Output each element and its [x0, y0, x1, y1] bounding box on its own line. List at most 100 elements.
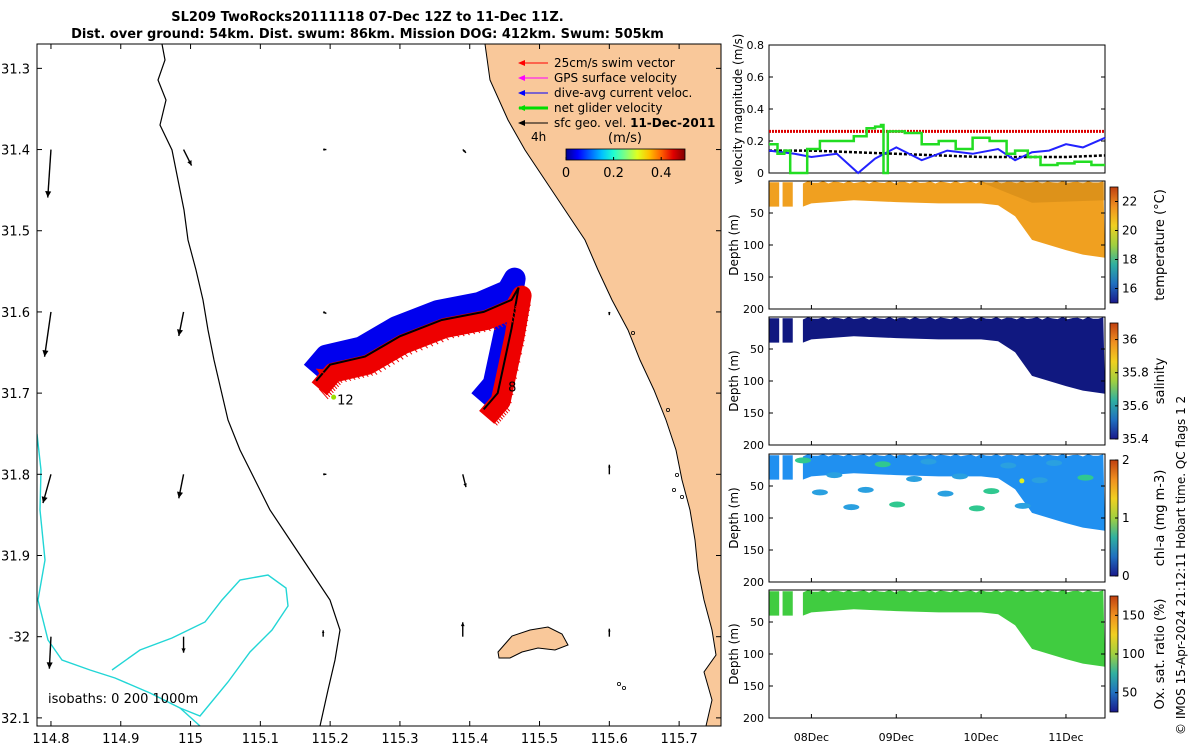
reef-dot — [680, 494, 685, 499]
swim-vector — [509, 360, 519, 371]
x-tick-label: 115.3 — [381, 732, 418, 747]
geo-vector-head — [181, 648, 186, 653]
section-data-cast — [769, 591, 780, 616]
island-shape — [497, 626, 569, 659]
swim-vector — [517, 315, 528, 327]
section-data-cast — [782, 318, 793, 343]
section-data-cast — [769, 182, 780, 207]
velocity-series-current — [768, 136, 1106, 175]
swim-vector — [515, 330, 525, 342]
velocity-y-tick-label: 0.8 — [747, 39, 765, 52]
swim-vector — [520, 296, 531, 308]
swim-vector — [337, 371, 347, 383]
section-y-tick-label: 150 — [743, 544, 764, 557]
figure-title-line1: SL209 TwoRocks20111118 07-Dec 12Z to 11-… — [171, 10, 564, 25]
swim-vector — [519, 298, 530, 309]
geo-vector-head — [608, 312, 611, 316]
swim-vector — [439, 329, 449, 341]
land-area — [484, 44, 721, 726]
swim-vector — [350, 368, 360, 379]
swim-vector — [514, 307, 524, 319]
swim-vector — [332, 372, 343, 384]
swim-vector — [503, 384, 514, 396]
chla-patch — [857, 486, 874, 493]
chla-patch — [1077, 474, 1094, 481]
y-tick-label: 31.8 — [1, 468, 30, 483]
swim-vector — [398, 346, 408, 358]
legend-label: net glider velocity — [554, 101, 662, 115]
swim-vector — [505, 376, 516, 388]
swim-vector — [325, 380, 336, 392]
swim-vector — [500, 400, 511, 412]
section-y-tick-label: 100 — [743, 239, 764, 252]
swim-vector — [498, 402, 509, 414]
section-y-tick-label: 50 — [750, 480, 764, 493]
geo-vector-head — [187, 160, 192, 166]
swim-vector — [363, 365, 374, 376]
swim-vector — [402, 343, 413, 355]
swim-vector — [507, 310, 518, 322]
reef-dot — [675, 472, 680, 477]
legend-arrowhead — [518, 90, 525, 96]
section-data-body — [802, 590, 1105, 667]
reef-dot — [672, 487, 677, 492]
y-tick-label: 31.9 — [1, 550, 30, 565]
section-y-tick-label: 150 — [743, 271, 764, 284]
colorbar-label: chl-a (mg m-3) — [1153, 470, 1168, 567]
swim-vector — [322, 384, 333, 396]
x-tick-label: 115.1 — [242, 732, 279, 747]
swim-vector — [380, 356, 391, 368]
swim-vector — [491, 410, 502, 422]
geo-vector-head — [463, 483, 467, 488]
swim-vector — [358, 366, 369, 377]
section-colorbar — [1109, 186, 1119, 304]
swim-vector — [393, 349, 404, 360]
swim-vector — [520, 300, 531, 311]
geo-vector-head — [46, 662, 53, 669]
y-tick-label: 31.3 — [1, 62, 30, 77]
legend-arrowhead — [518, 60, 525, 66]
swim-vector — [517, 301, 528, 312]
colorbar-label: Ox. sat. ratio (%) — [1153, 599, 1168, 710]
geo-vector-head — [42, 350, 49, 357]
colorbar-tick-label: 22 — [1122, 195, 1137, 209]
legend-label-date: 11-Dec-2011 — [630, 116, 715, 130]
y-tick-label: 31.6 — [1, 306, 30, 321]
legend-label: 25cm/s swim vector — [554, 56, 675, 70]
swim-vector — [489, 412, 500, 424]
legend-label: GPS surface velocity — [554, 71, 677, 85]
velocity-ylabel: velocity magnitude (m/s) — [731, 34, 745, 185]
swim-vector — [515, 325, 526, 337]
section-y-tick-label: 50 — [750, 207, 764, 220]
swim-vector — [318, 388, 329, 400]
reef-dot — [622, 686, 627, 691]
colorbar-tick-label: 2 — [1122, 453, 1130, 467]
swim-vector — [345, 369, 356, 380]
swim-vector — [488, 414, 498, 426]
swim-vector — [320, 386, 331, 398]
colorbar-tick-label: 20 — [1122, 224, 1137, 238]
geo-vector-head — [323, 311, 327, 314]
isobath-1000m-loop — [111, 574, 289, 717]
colorbar-label: salinity — [1153, 357, 1168, 404]
section-y-tick-label: 50 — [750, 343, 764, 356]
chla-patch — [794, 457, 811, 464]
colorbar-tick-label: 35.8 — [1122, 366, 1149, 380]
swim-vector — [444, 327, 455, 339]
swim-vector — [433, 331, 444, 343]
colorbar-tick-label: 100 — [1122, 647, 1145, 661]
geo-vector-head — [608, 628, 611, 632]
swim-vector — [516, 320, 527, 332]
swim-vector — [454, 325, 465, 337]
section-data-cast — [782, 182, 793, 207]
swim-vector — [341, 370, 352, 382]
velocity-y-tick-label: 0 — [757, 167, 764, 180]
swim-vector — [327, 378, 338, 390]
swim-vector — [502, 392, 512, 404]
colorbar-tick-label: 16 — [1122, 282, 1137, 296]
reef-dot — [617, 682, 622, 687]
swim-vector — [493, 316, 504, 328]
x-tick-label: 115.2 — [312, 732, 349, 747]
y-tick-label: -32 — [9, 631, 30, 646]
geo-vector-head — [608, 464, 611, 468]
